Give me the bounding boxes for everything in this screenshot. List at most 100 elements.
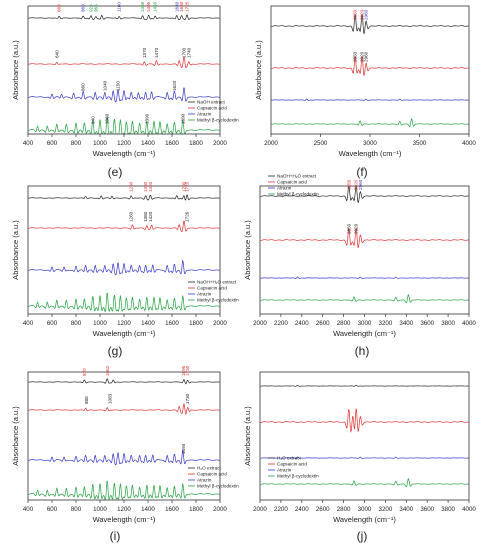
plot-area <box>271 14 469 128</box>
peak-label: 1160 <box>117 2 122 12</box>
peak-label: 640 <box>54 50 59 58</box>
x-tick-label: 3500 <box>413 140 427 147</box>
x-tick-label: 2000 <box>213 140 227 147</box>
x-tick-label: 1400 <box>141 140 155 147</box>
series-line-blue <box>260 276 469 279</box>
peak-label: 860 <box>81 83 86 91</box>
x-tick-label: 4000 <box>462 320 476 327</box>
x-tick-label: 1800 <box>189 320 203 327</box>
peak-label: 1390 <box>144 113 149 124</box>
legend-entry: Capsaicin acid <box>197 286 227 291</box>
x-tick-label: 1400 <box>141 320 155 327</box>
x-tick-label: 600 <box>47 140 58 147</box>
x-tick-label: 2000 <box>253 320 267 327</box>
peak-label: 1694 <box>181 443 186 454</box>
legend-entry: Methyl β-cyclodextin <box>277 192 319 197</box>
series-line-red <box>271 56 469 76</box>
peak-label: 1726 <box>185 211 190 222</box>
series-line-green <box>271 118 469 128</box>
x-tick-label: 4000 <box>462 506 476 513</box>
chart-panel-g: 400 600 800 1000 1200 1400 1600 1800 2000 Wavelen… <box>11 181 239 338</box>
plot-frame <box>259 185 470 315</box>
peak-label: 2920 <box>354 179 359 190</box>
plot-frame <box>270 5 470 135</box>
series-line-black <box>28 378 220 385</box>
series-line-red <box>260 228 469 248</box>
panel-label-g: (g) <box>108 344 123 358</box>
peak-label: 870 <box>82 368 87 376</box>
panel-label-h: (h) <box>355 344 370 358</box>
legend-entry: Methyl β-cyclodextin <box>197 484 239 489</box>
x-tick-label: 800 <box>71 506 82 513</box>
legend-entry: Atrazin <box>197 112 212 117</box>
peak-label: 1640 <box>174 1 179 12</box>
legend-entry: Methyl β-cyclodextin <box>277 474 319 479</box>
x-tick-label: 2800 <box>337 506 351 513</box>
legend-entry: H₂O extract <box>277 456 301 461</box>
x-tick-label: 600 <box>47 506 58 513</box>
peak-label: 2960 <box>358 179 363 190</box>
x-tick-label: 800 <box>71 140 82 147</box>
x-tick-label: 1000 <box>93 140 107 147</box>
x-tick-label: 3200 <box>379 506 393 513</box>
x-tick-label: 3600 <box>420 320 434 327</box>
chart-panel-j: 2000 2200 2400 2600 2800 3000 3200 3400 3600 3800… <box>243 371 476 524</box>
peak-label: 1370 <box>142 47 147 58</box>
peak-label: 660 <box>57 4 62 12</box>
series-line-blue <box>260 456 469 459</box>
peak-label: 2920 <box>360 51 365 62</box>
peak-label: 2960 <box>364 9 369 20</box>
x-tick-label: 400 <box>23 320 34 327</box>
x-tick-label: 2200 <box>274 506 288 513</box>
legend-entry: Atrazin <box>197 478 212 483</box>
series-line-green <box>28 480 220 500</box>
x-tick-label: 1000 <box>93 506 107 513</box>
series-line-green <box>260 294 469 304</box>
x-tick-label: 2200 <box>274 320 288 327</box>
series-line-blue <box>28 259 220 276</box>
x-tick-label: 3000 <box>358 506 372 513</box>
legend-entry: Atrazin <box>197 292 212 297</box>
series-line-black <box>260 186 469 203</box>
legend-entry: Methyl β-cyclodextin <box>197 298 239 303</box>
peak-label: 1740 <box>186 47 191 58</box>
legend-entry: NaOH extract <box>197 100 226 105</box>
peak-label: 1260 <box>129 211 134 222</box>
x-axis-label: Wavelength (cm⁻¹) <box>93 329 156 338</box>
x-tick-label: 600 <box>47 320 58 327</box>
peak-label: 1260 <box>129 181 134 192</box>
series-line-blue <box>28 87 220 103</box>
peak-label: 2920 <box>360 9 365 20</box>
plot-area <box>28 378 220 500</box>
legend-entry: Methyl β-cyclodextin <box>197 118 239 123</box>
peak-label: 2850 <box>353 51 358 62</box>
panel-label-f: (f) <box>356 165 367 179</box>
series-line-red <box>260 407 469 433</box>
peak-label: 1380 <box>143 211 148 222</box>
x-tick-label: 1200 <box>117 506 131 513</box>
peak-label: 2920 <box>354 223 359 234</box>
series-line-black <box>260 384 469 387</box>
x-tick-label: 2600 <box>316 320 330 327</box>
peak-label: 888 <box>84 396 89 404</box>
x-tick-label: 1200 <box>117 140 131 147</box>
panel-label-i: (i) <box>110 529 121 543</box>
legend-entry: NaOH+H₂O extract <box>197 280 237 285</box>
peak-label: 1150 <box>116 81 121 91</box>
series-line-black <box>28 14 220 21</box>
peak-label: 1690 <box>180 113 185 124</box>
y-axis-label: Absorbance (a.u.) <box>254 40 263 100</box>
peak-label: 940 <box>90 116 95 124</box>
y-axis-label: Absorbance (a.u.) <box>11 406 20 466</box>
chart-panel-h: 2000 2200 2400 2600 2800 3000 3200 3400 3600 3800… <box>243 174 476 338</box>
x-tick-label: 1600 <box>165 506 179 513</box>
x-tick-label: 1600 <box>165 320 179 327</box>
chart-panel-i: 400 600 800 1000 1200 1400 1600 1800 2000 Wavelen… <box>11 365 239 524</box>
series-line-blue <box>271 98 469 101</box>
x-tick-label: 1800 <box>189 140 203 147</box>
legend-entry: H₂O extract <box>197 466 221 471</box>
